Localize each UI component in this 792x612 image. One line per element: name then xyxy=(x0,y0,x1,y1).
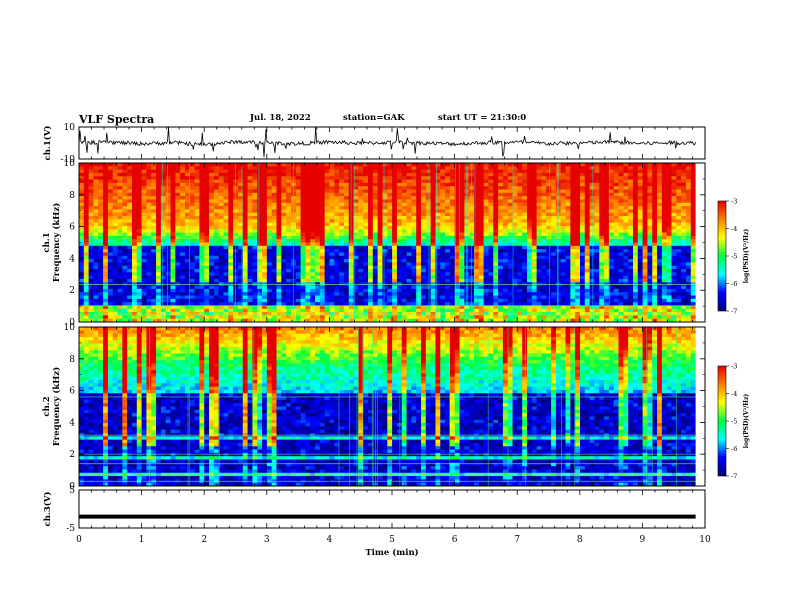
xtick-label: 0 xyxy=(76,535,82,545)
xtick-label: 7 xyxy=(514,535,520,545)
start-time-label: start UT = 21:30:0 xyxy=(438,113,527,123)
ch2-spectrogram-ytick: 8 xyxy=(69,355,75,365)
ch3-waveform-ytick: 5 xyxy=(69,486,75,496)
ch1-spectrogram-ytick: 0 xyxy=(69,318,75,328)
ch3-waveform-ytick: -5 xyxy=(66,524,75,534)
ch1-spectrogram-ytick: 10 xyxy=(64,159,76,169)
colorbar-gradient xyxy=(717,200,727,312)
ch1-waveform-ytick: 10 xyxy=(64,123,76,133)
xtick-label: 8 xyxy=(577,535,583,545)
colorbar-tick: -4 xyxy=(731,225,737,233)
ch1-colorbar: -3 -4 -5 -6 -7 log(PSD)(V²/Hz) xyxy=(717,198,750,316)
ch1-waveform-line xyxy=(78,126,696,158)
ch1-waveform-ytick: -10 xyxy=(61,155,76,165)
ch1-spectrogram-image xyxy=(79,163,705,323)
plot-title: VLF Spectra xyxy=(79,113,155,126)
station-label: station=GAK xyxy=(343,113,405,123)
ch2-spectrogram-ylabel-text: Frequency (kHz) xyxy=(51,367,62,446)
colorbar-label-text: log(PSD)(V²/Hz) xyxy=(743,394,750,449)
xtick-label: 4 xyxy=(327,535,333,545)
ch1-spectrogram-ylabel-text: Frequency (kHz) xyxy=(51,203,62,282)
colorbar-tick: -7 xyxy=(731,473,737,481)
xtick-label: 6 xyxy=(452,535,458,545)
colorbar-tick: -6 xyxy=(731,445,737,453)
ch2-spectrogram-ytick: 2 xyxy=(69,450,75,460)
ch1-waveform-ylabel-text: ch.1(V) xyxy=(42,126,53,161)
ch1-spectrogram-ylabel: ch.1 Frequency (kHz) xyxy=(42,203,62,282)
ch1-spectrogram-ytick: 8 xyxy=(69,191,75,201)
colorbar-tick: -5 xyxy=(731,253,737,261)
ch3-waveform-ylabel: ch.3(V) xyxy=(42,492,53,527)
xtick-label: 2 xyxy=(201,535,207,545)
ch1-spectrogram-ytick: 4 xyxy=(69,254,75,264)
ch2-spectrogram-ytick: 0 xyxy=(69,482,75,492)
xtick-label: 3 xyxy=(264,535,270,545)
colorbar-label: log(PSD)(V²/Hz) xyxy=(743,229,750,284)
date-label: Jul. 18, 2022 xyxy=(250,113,311,123)
ch1-spectrogram-ytick: 2 xyxy=(69,286,75,296)
ch1-waveform-ylabel: ch.1(V) xyxy=(42,126,53,161)
x-axis-label: Time (min) xyxy=(365,547,418,558)
ch2-colorbar: -3 -4 -5 -6 -7 log(PSD)(V²/Hz) xyxy=(717,363,750,481)
xtick-label: 1 xyxy=(139,535,145,545)
colorbar-tick: -3 xyxy=(731,198,737,206)
ch2-spectrogram-ytick: 10 xyxy=(64,323,76,333)
xtick-label: 10 xyxy=(699,535,711,545)
colorbar-tick: -4 xyxy=(731,390,737,398)
colorbar-tick: -7 xyxy=(731,308,737,316)
colorbar-tick: -5 xyxy=(731,418,737,426)
ch2-spectrogram-ylabel-text: ch.2 xyxy=(42,396,52,416)
ch2-spectrogram-image xyxy=(79,327,705,487)
colorbar-gradient xyxy=(717,365,727,477)
ch2-spectrogram-ylabel: ch.2 Frequency (kHz) xyxy=(42,367,62,446)
xtick-label: 9 xyxy=(640,535,646,545)
colorbar-label: log(PSD)(V²/Hz) xyxy=(743,394,750,449)
colorbar-tick: -3 xyxy=(731,363,737,371)
ch1-spectrogram-ylabel-text: ch.1 xyxy=(42,232,52,252)
xtick-label: 5 xyxy=(389,535,395,545)
ch1-spectrogram-ytick: 6 xyxy=(69,223,75,233)
ch2-spectrogram-ytick: 6 xyxy=(69,387,75,397)
ch3-waveform-ylabel-text: ch.3(V) xyxy=(42,492,53,527)
ch3-waveform-frame xyxy=(78,489,706,529)
colorbar-tick: -6 xyxy=(731,280,737,288)
colorbar-label-text: log(PSD)(V²/Hz) xyxy=(743,229,750,284)
ch2-spectrogram-ytick: 4 xyxy=(69,418,75,428)
